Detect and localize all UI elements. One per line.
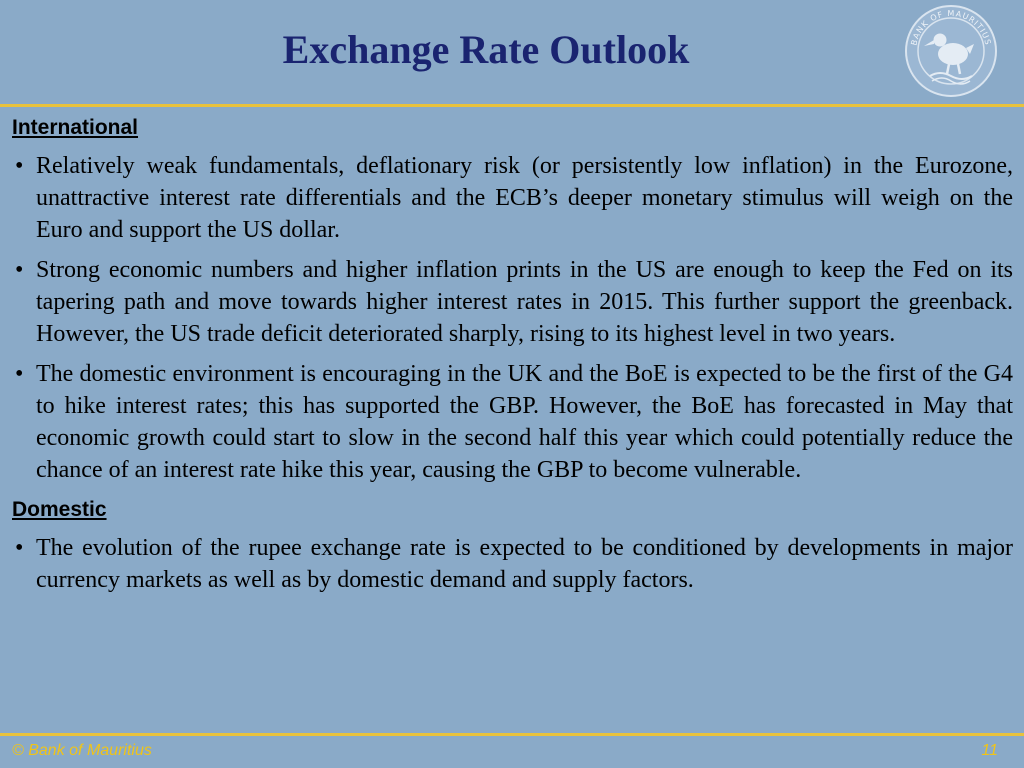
bullet-item: The domestic environment is encouraging … xyxy=(12,358,1013,486)
footer-copyright: © Bank of Mauritius xyxy=(12,742,152,759)
page-number: 11 xyxy=(981,742,998,759)
slide-body: International Relatively weak fundamenta… xyxy=(12,112,1013,604)
bullet-item: Strong economic numbers and higher infla… xyxy=(12,254,1013,350)
bullet-item: The evolution of the rupee exchange rate… xyxy=(12,532,1013,596)
header-divider xyxy=(0,104,1024,107)
bank-of-mauritius-seal-icon: BANK OF MAURITIUS xyxy=(905,5,997,97)
slide-title: Exchange Rate Outlook xyxy=(282,27,690,72)
section-heading-domestic: Domestic xyxy=(12,498,107,521)
section-heading-international: International xyxy=(12,116,139,139)
footer-divider xyxy=(0,733,1024,736)
bullet-item: Relatively weak fundamentals, deflationa… xyxy=(12,150,1013,246)
